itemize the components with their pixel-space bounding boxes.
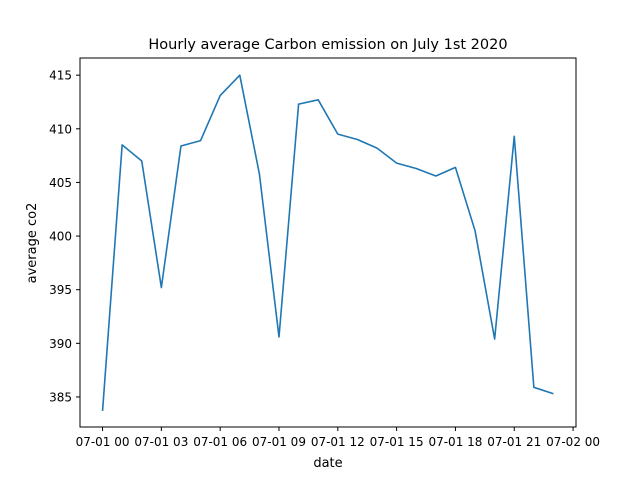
co2-series-line	[101, 74, 554, 411]
y-tick-label: 415	[49, 69, 72, 83]
x-tick-label: 07-01 15	[370, 435, 424, 449]
x-tick-label: 07-01 09	[252, 435, 306, 449]
x-tick-label: 07-01 00	[76, 435, 130, 449]
y-tick-label: 410	[49, 122, 72, 136]
x-tick-label: 07-01 18	[428, 435, 482, 449]
y-axis-ticks: 385 390 395 400 405 410 415	[49, 69, 80, 404]
y-tick-label: 385	[49, 390, 72, 404]
x-tick-label: 07-01 06	[193, 435, 247, 449]
y-axis-label: average co2	[25, 203, 40, 284]
x-tick-label: 07-01 21	[487, 435, 541, 449]
y-tick-label: 400	[49, 230, 72, 244]
x-axis-ticks: 07-01 00 07-01 03 07-01 06 07-01 09 07-01 12…	[76, 427, 600, 449]
x-axis-label: date	[313, 456, 342, 471]
y-tick-label: 405	[49, 176, 72, 190]
x-tick-label: 07-01 03	[134, 435, 188, 449]
y-tick-label: 395	[49, 283, 72, 297]
chart-title: Hourly average Carbon emission on July 1…	[148, 37, 507, 53]
x-tick-label: 07-02 00	[546, 435, 600, 449]
y-tick-label: 390	[49, 337, 72, 351]
plot-area-frame	[79, 57, 577, 428]
x-tick-label: 07-01 12	[311, 435, 365, 449]
